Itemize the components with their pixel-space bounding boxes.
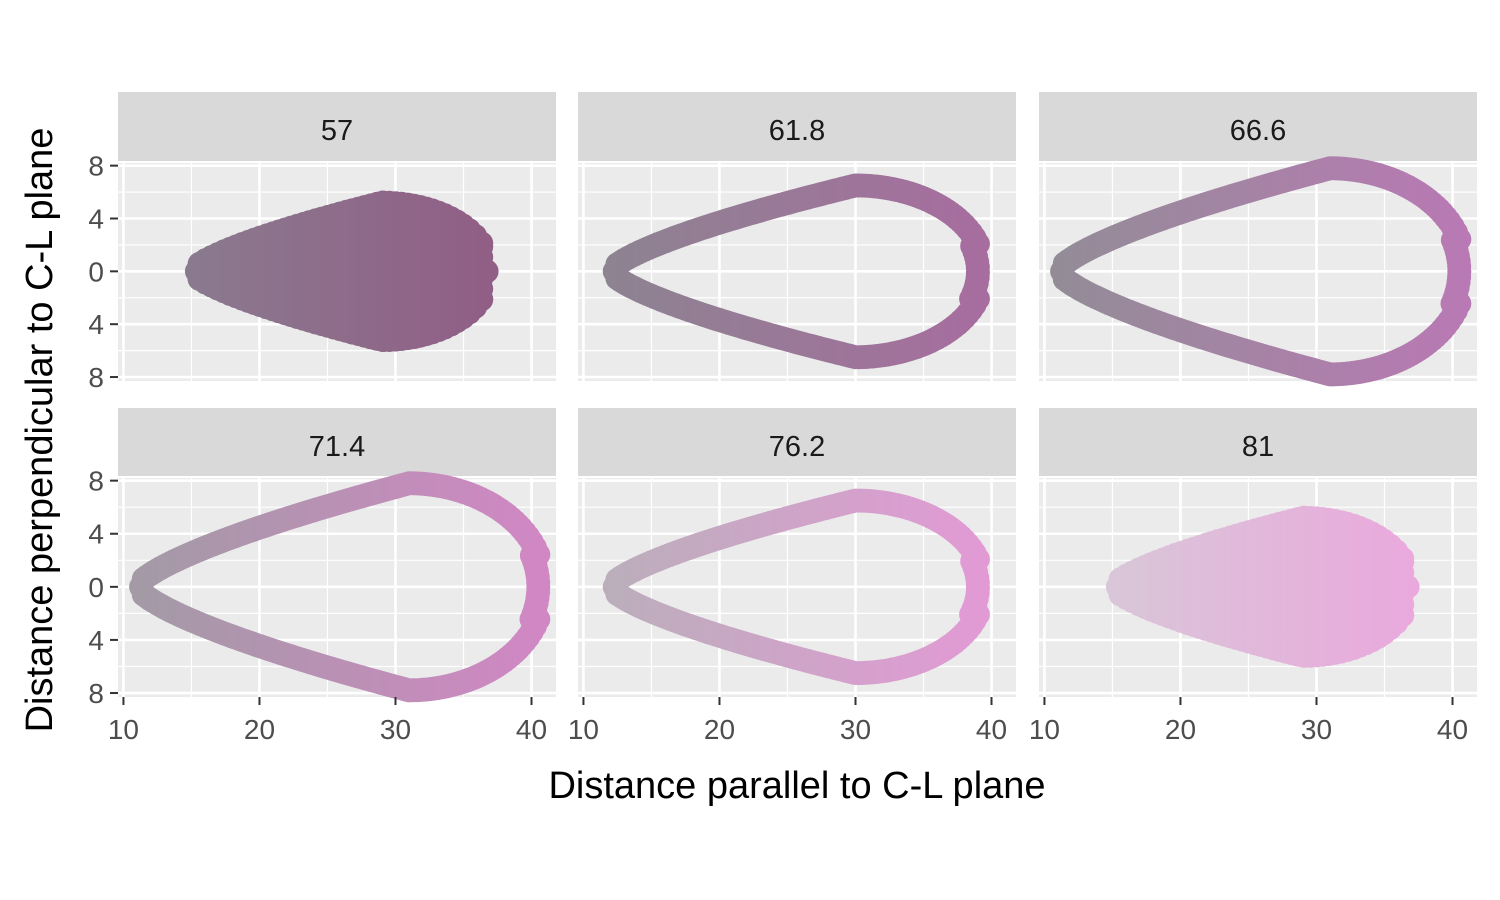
x-tick-label: 20 xyxy=(704,714,735,745)
x-tick-label: 30 xyxy=(840,714,871,745)
y-axis-title: Distance perpendicular to C-L plane xyxy=(19,128,61,733)
y-tick-label: 4 xyxy=(88,519,104,550)
x-tick-label: 10 xyxy=(568,714,599,745)
data-point xyxy=(469,287,494,312)
data-point xyxy=(474,259,499,284)
facet-strip-label: 57 xyxy=(321,115,353,147)
y-tick-label: 4 xyxy=(88,625,104,656)
facet-strip xyxy=(578,408,1016,476)
data-point xyxy=(129,574,154,599)
data-points xyxy=(1050,156,1472,387)
x-tick-label: 40 xyxy=(1437,714,1468,745)
data-points xyxy=(184,190,499,352)
y-tick-label: 8 xyxy=(88,678,104,709)
data-point xyxy=(519,543,544,568)
y-tick-label: 4 xyxy=(88,203,104,234)
x-tick-label: 40 xyxy=(516,714,547,745)
facet-strip-label: 81 xyxy=(1242,431,1274,463)
y-tick-label: 0 xyxy=(88,572,104,603)
y-tick-label: 8 xyxy=(88,466,104,497)
data-point xyxy=(1395,574,1420,599)
x-tick-label: 40 xyxy=(976,714,1007,745)
data-point xyxy=(1390,546,1415,571)
data-point xyxy=(1105,574,1130,599)
x-tick-label: 30 xyxy=(380,714,411,745)
data-point xyxy=(469,231,494,256)
facet-panel: 66.6 xyxy=(1039,92,1477,387)
y-tick-label: 8 xyxy=(88,151,104,182)
y-tick-label: 8 xyxy=(88,362,104,393)
data-points xyxy=(129,471,551,703)
facet-strip xyxy=(1039,408,1477,476)
x-tick-label: 10 xyxy=(1029,714,1060,745)
data-point xyxy=(960,549,985,574)
data-point xyxy=(1440,228,1465,253)
data-point xyxy=(184,259,209,284)
data-point xyxy=(1050,259,1075,284)
data-point xyxy=(602,574,627,599)
facet-strip-label: 71.4 xyxy=(309,431,365,463)
data-points xyxy=(602,173,990,370)
facet-strip xyxy=(118,408,556,476)
data-point xyxy=(960,234,985,258)
facet-panel: 57 8 4 0 4 8 xyxy=(88,92,556,393)
facet-strip xyxy=(578,92,1016,161)
x-axis-title: Distance parallel to C-L plane xyxy=(548,765,1045,807)
x-tick-label: 20 xyxy=(244,714,275,745)
facet-strip xyxy=(118,92,556,161)
y-tick-label: 0 xyxy=(88,256,104,287)
x-tick-label: 10 xyxy=(108,714,139,745)
facet-panel: 76.2 10 20 30 40 xyxy=(568,408,1016,745)
facet-panel: 81 10 20 30 40 xyxy=(1029,408,1477,745)
data-points xyxy=(1105,505,1420,668)
x-tick-label: 30 xyxy=(1301,714,1332,745)
x-tick-label: 20 xyxy=(1165,714,1196,745)
data-points xyxy=(602,488,990,686)
y-tick-label: 4 xyxy=(88,309,104,340)
data-point xyxy=(1390,603,1415,628)
facet-strip-label: 66.6 xyxy=(1230,115,1286,147)
facet-panel: 61.8 xyxy=(578,92,1016,381)
data-point xyxy=(602,259,627,284)
facet-strip xyxy=(1039,92,1477,161)
facet-strip-label: 76.2 xyxy=(769,431,825,463)
facet-strip-label: 61.8 xyxy=(769,115,825,147)
